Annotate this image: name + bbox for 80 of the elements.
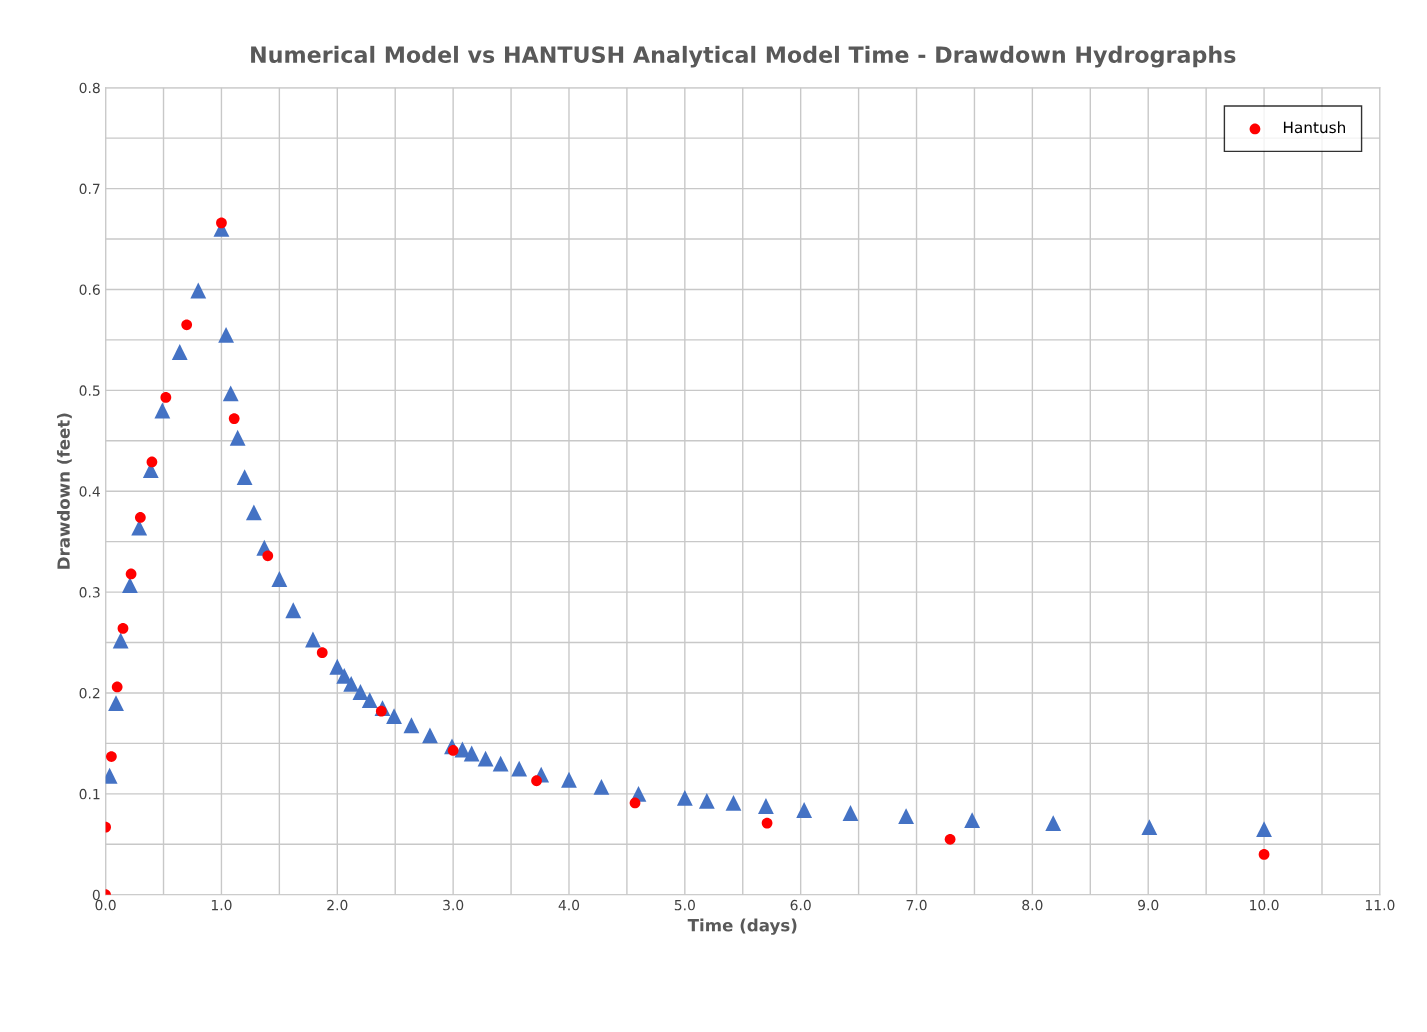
point [316,647,328,659]
x-tick-label: 11.0 [1365,899,1395,911]
point [725,795,742,811]
point [422,727,438,744]
point [181,319,193,331]
point [285,602,302,619]
point [262,550,274,562]
y-tick-label: 0.6 [79,284,100,295]
y-tick-label: 0.7 [79,183,100,195]
x-axis-title: Time (days) [687,918,797,935]
point [106,751,117,762]
point [216,217,227,229]
point [477,750,494,767]
point [190,282,207,299]
point [108,695,124,711]
y-tick-label: 0.3 [79,587,100,598]
point [676,789,693,806]
point [561,771,577,788]
x-tick-label: 2.0 [327,899,348,911]
y-tick-label: 0 [92,889,100,901]
point [134,512,146,523]
point [117,623,129,634]
point [698,793,715,809]
point [796,802,813,818]
point [629,797,641,809]
y-tick-label: 0.4 [79,486,100,497]
x-tick-label: 0.0 [95,899,116,911]
legend-label: Hantush [1283,121,1345,134]
point [305,631,321,648]
chart-title: Numerical Model vs HANTUSH Analytical Model Time - Drawdown Hydrographs [251,45,1236,68]
point [236,469,253,486]
point [1258,849,1270,860]
point [403,717,420,734]
point [352,684,369,700]
point [463,745,480,762]
x-tick-label: 1.0 [211,899,232,911]
point [125,568,137,580]
x-tick-label: 8.0 [1022,899,1043,911]
point [842,805,859,821]
point [447,745,459,756]
point [593,778,610,795]
point [1141,819,1158,836]
point [229,429,246,446]
point [112,632,129,649]
point [511,760,528,777]
point [228,413,240,424]
point [122,577,138,593]
x-tick-label: 5.0 [674,899,695,911]
point [761,817,773,829]
x-tick-label: 6.0 [790,899,811,911]
point [111,681,123,693]
point [171,344,188,360]
x-tick-label: 10.0 [1250,899,1279,911]
point [492,755,509,772]
y-tick-label: 0.8 [79,82,100,94]
y-tick-label: 0.1 [79,788,100,800]
point [271,571,288,587]
point [160,392,172,403]
point [146,456,158,468]
x-tick-label: 4.0 [558,899,580,911]
point [245,504,262,521]
point [758,798,774,814]
x-tick-label: 9.0 [1138,899,1159,911]
point [1045,815,1062,832]
y-axis-title: Drawdown (feet) [56,413,72,569]
point [531,775,542,787]
y-tick-label: 0.2 [79,687,100,699]
point [222,385,239,402]
point [361,692,378,708]
point [898,808,915,824]
point [944,833,956,845]
point [386,708,402,725]
x-tick-label: 3.0 [443,899,464,911]
point [154,402,171,419]
point [964,812,981,829]
y-tick-label: 0.5 [79,385,100,396]
point [1256,821,1272,838]
point [343,675,360,692]
point [218,326,234,343]
x-tick-label: 7.0 [906,899,927,911]
